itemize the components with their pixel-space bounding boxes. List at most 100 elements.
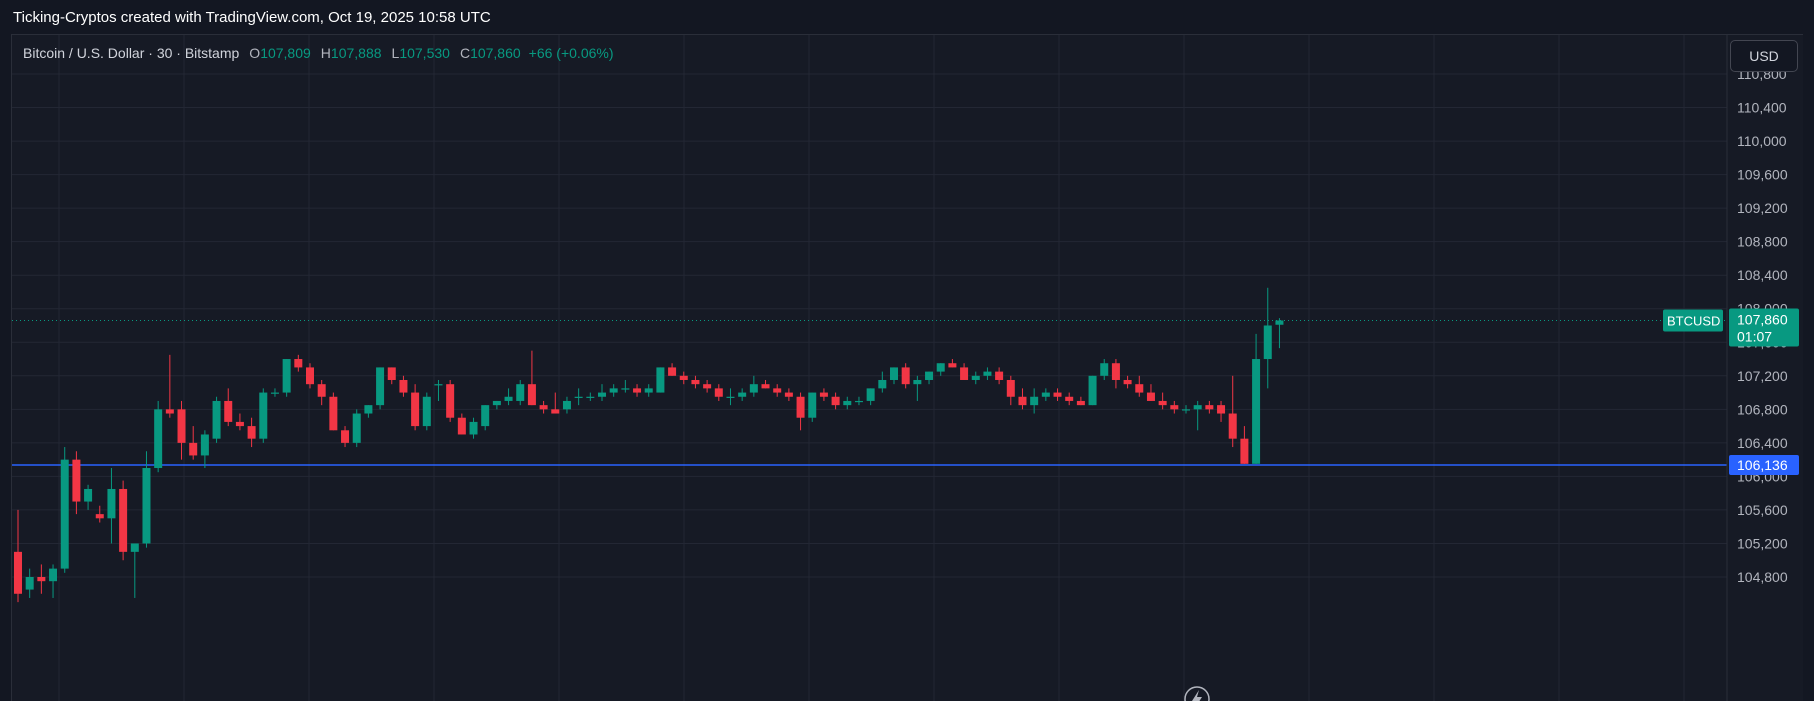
candle-body <box>457 417 466 435</box>
candle-body <box>1030 396 1039 406</box>
candle-body <box>95 514 104 519</box>
candle-body <box>598 392 606 397</box>
candle-body <box>352 413 361 443</box>
price-tick-label: 109,600 <box>1737 167 1788 183</box>
candle-body <box>1006 379 1015 397</box>
candle-body <box>1053 392 1062 397</box>
candle-body <box>539 405 548 410</box>
candle-body <box>1182 409 1190 411</box>
grid-lines <box>12 35 1727 701</box>
candles <box>14 287 1284 603</box>
candle-body <box>773 388 782 393</box>
candle-body <box>784 392 793 397</box>
legend-open-value: 107,809 <box>260 45 311 61</box>
candle-body <box>387 367 396 380</box>
candle-body <box>890 367 898 380</box>
candle-body <box>1217 405 1226 414</box>
candle-body <box>948 363 957 368</box>
candle-body <box>84 488 93 502</box>
price-tick-label: 105,200 <box>1737 535 1788 551</box>
price-tick-label: 106,800 <box>1737 401 1788 417</box>
price-axis[interactable]: 110,800110,400110,000109,600109,200108,8… <box>1726 35 1803 701</box>
candle-body <box>936 363 945 372</box>
legend-low-value: 107,530 <box>399 45 450 61</box>
symbol-tag-label: BTCUSD <box>1667 313 1720 328</box>
candle-body <box>37 577 46 582</box>
candle-body <box>25 577 34 590</box>
price-tick-label: 107,200 <box>1737 368 1788 384</box>
candle-body <box>1135 384 1144 393</box>
candle-body <box>925 371 934 380</box>
candle-body <box>130 543 139 552</box>
candle-body <box>72 459 81 502</box>
candle-body <box>819 392 828 397</box>
chart-pane[interactable]: 110,800 110,400 110,000 109,600 109,200 108,8… <box>11 34 1803 701</box>
candle-body <box>294 359 303 368</box>
candle-body <box>633 388 642 393</box>
legend-low-label: L <box>391 45 400 61</box>
candle-body <box>901 367 910 385</box>
level-price-value: 106,136 <box>1737 457 1788 473</box>
price-tick-label: 108,800 <box>1737 234 1788 250</box>
candle-body <box>1088 375 1097 406</box>
legend-high-value: 107,888 <box>330 45 382 61</box>
candle-body <box>656 367 665 393</box>
candle-body <box>586 396 595 398</box>
candle-body <box>259 392 268 439</box>
candle-body <box>481 405 490 427</box>
candle-body <box>1228 413 1237 439</box>
candle-body <box>376 367 385 406</box>
level-price-tag: 106,136 <box>1729 454 1799 475</box>
candle-body <box>609 388 618 393</box>
price-tick-label: 108,400 <box>1737 267 1788 283</box>
candle-body <box>154 409 163 469</box>
candle-body <box>703 384 712 389</box>
candle-body <box>621 388 630 390</box>
legend-close-label: C <box>459 45 471 61</box>
candle-body <box>1018 396 1027 406</box>
candle-body <box>1240 438 1249 464</box>
candle-body <box>749 384 758 393</box>
candle-body <box>469 421 478 435</box>
candle-body <box>843 400 852 406</box>
legend-symbol[interactable]: Bitcoin / U.S. Dollar · 30 · Bitstamp <box>23 45 240 61</box>
candle-body <box>726 396 735 398</box>
candle-body <box>504 396 513 401</box>
candle-body <box>878 379 887 389</box>
event-marker[interactable] <box>1184 686 1210 701</box>
candle-body <box>1275 320 1284 325</box>
candle-body <box>434 384 443 386</box>
candle-body <box>317 384 326 397</box>
candle-body <box>247 426 256 439</box>
candle-body <box>492 400 501 406</box>
candle-body <box>644 388 653 393</box>
candle-body <box>691 379 700 385</box>
candle-body <box>341 430 350 443</box>
candle-body <box>282 359 291 393</box>
bar-countdown: 01:07 <box>1737 328 1772 344</box>
candle-body <box>212 400 221 439</box>
candle-body <box>411 392 420 427</box>
candle-body <box>527 384 536 406</box>
candlestick-chart[interactable]: 110,800110,400110,000109,600109,200108,8… <box>12 35 1803 701</box>
candle-body <box>235 421 244 427</box>
candle-body <box>960 367 969 380</box>
candle-body <box>60 459 69 569</box>
candle-body <box>808 392 817 418</box>
lightning-icon <box>1184 686 1210 701</box>
candle-body <box>200 434 209 456</box>
candle-body <box>971 375 980 380</box>
candle-body <box>49 568 58 582</box>
candle-body <box>668 367 677 376</box>
chart-credit: Ticking-Cryptos created with TradingView… <box>13 8 491 26</box>
currency-button[interactable]: USD <box>1730 40 1798 72</box>
candle-body <box>574 396 583 398</box>
candle-body <box>1111 363 1120 380</box>
legend-high-label: H <box>320 45 331 61</box>
candle-body <box>446 384 455 418</box>
candle-body <box>1170 405 1179 410</box>
price-tick-label: 106,400 <box>1737 435 1788 451</box>
candle-body <box>107 488 116 519</box>
candle-body <box>1193 405 1202 410</box>
